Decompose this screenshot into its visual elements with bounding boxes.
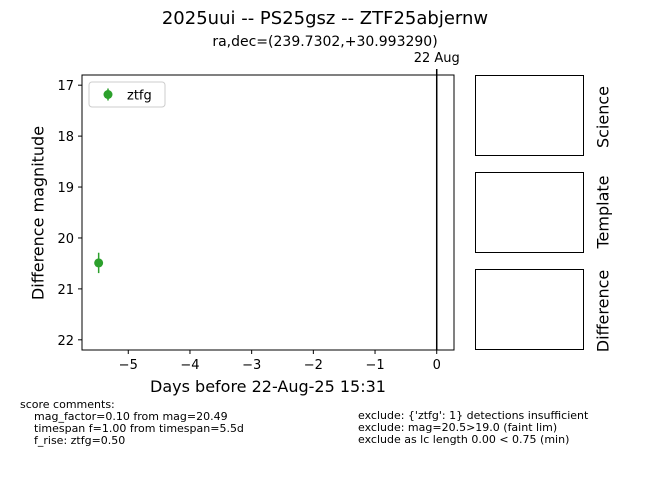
score-comment-line: timespan f=1.00 from timespan=5.5d — [34, 422, 244, 435]
exclusion-notes: exclude: {'ztfg': 1} detections insuffic… — [358, 410, 588, 446]
score-comment-line: f_rise: ztfg=0.50 — [34, 434, 126, 447]
reference-date-label: 22 Aug — [414, 51, 460, 66]
x-tick-label: −1 — [365, 358, 384, 373]
score-comment-line: mag_factor=0.10 from mag=20.49 — [34, 410, 228, 423]
difference-panel-label: Difference — [593, 269, 613, 353]
x-tick-label: 0 — [433, 358, 441, 373]
legend-marker — [103, 90, 113, 99]
exclusion-line: exclude: {'ztfg': 1} detections insuffic… — [358, 409, 589, 422]
legend-box — [88, 81, 166, 108]
x-tick-label: −4 — [180, 358, 199, 373]
exclusion-line: exclude: mag=20.5>19.0 (faint lim) — [358, 421, 558, 434]
y-tick-label: 22 — [57, 334, 74, 349]
difference-image-panel — [475, 269, 584, 350]
y-tick-label: 20 — [57, 232, 74, 247]
x-tick-label: −2 — [304, 358, 323, 373]
chart-title: 2025uui -- PS25gsz -- ZTF25abjernw — [161, 8, 489, 29]
template-image-panel — [475, 172, 584, 253]
science-image-panel — [475, 75, 584, 156]
data-point — [94, 258, 104, 268]
exclusion-line: exclude as lc length 0.00 < 0.75 (min) — [358, 433, 570, 446]
chart-subtitle: ra,dec=(239.7302,+30.993290) — [212, 34, 438, 50]
x-tick-label: −5 — [119, 358, 138, 373]
y-axis-label: Difference magnitude — [28, 125, 48, 301]
plot-area-frame — [81, 74, 455, 351]
y-tick-label: 19 — [57, 181, 74, 196]
y-tick-label: 18 — [57, 130, 74, 145]
legend-label: ztfg — [127, 89, 152, 104]
template-panel-label: Template — [593, 175, 613, 249]
science-panel-label: Science — [593, 85, 613, 149]
x-axis-label: Days before 22-Aug-25 15:31 — [150, 377, 386, 396]
y-tick-label: 17 — [57, 79, 74, 94]
y-tick-label: 21 — [57, 283, 74, 298]
score-comments-heading: score comments: — [20, 398, 115, 411]
x-tick-label: −3 — [242, 358, 261, 373]
score-comments: score comments: mag_factor=0.10 from mag… — [20, 399, 244, 447]
